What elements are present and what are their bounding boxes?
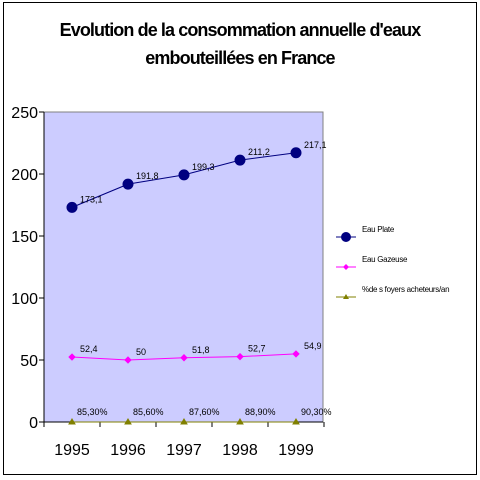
series-0-point — [178, 169, 190, 181]
series-0-data-label: 173,1 — [80, 194, 103, 204]
series-0-point — [122, 178, 134, 190]
series-0-data-label: 191,8 — [136, 171, 159, 181]
series-1-data-label: 52,4 — [80, 344, 98, 354]
y-tick-label: 200 — [11, 167, 38, 184]
y-tick-label: 100 — [11, 291, 38, 308]
y-tick-label: 150 — [11, 229, 38, 246]
legend-label-1: Eau Gazeuse — [362, 255, 408, 264]
x-tick-label: 1998 — [222, 442, 258, 459]
series-2-point — [68, 418, 76, 425]
series-1-point — [68, 353, 76, 361]
series-1-data-label: 50 — [136, 347, 146, 357]
series-1-data-label: 51,8 — [192, 345, 210, 355]
y-tick-label: 250 — [11, 105, 38, 122]
x-tick-label: 1997 — [166, 442, 202, 459]
x-tick-label: 1996 — [110, 442, 146, 459]
series-0-data-label: 217,1 — [304, 140, 327, 150]
chart-title-line-1: Evolution de la consommation annuelle d'… — [59, 20, 422, 40]
legend-marker-0 — [341, 232, 351, 242]
chart-title-line-2: embouteillées en France — [145, 48, 335, 68]
series-1-point — [236, 352, 244, 361]
series-1-data-label: 54,9 — [304, 341, 322, 351]
series-2-point — [124, 418, 132, 425]
x-tick-label: 1999 — [278, 442, 314, 459]
series-2-data-label: 85,30% — [77, 407, 108, 417]
series-0-point — [66, 201, 78, 213]
y-tick-label: 50 — [20, 353, 38, 370]
series-1-data-label: 52,7 — [248, 344, 266, 354]
series-0-point — [290, 147, 302, 159]
x-tick-label: 1995 — [54, 442, 90, 459]
legend-label-0: Eau Plate — [362, 225, 395, 234]
series-2-data-label: 90,30% — [301, 407, 332, 417]
series-2-point — [292, 418, 300, 425]
legend-marker-2 — [343, 294, 349, 299]
series-2-data-label: 85,60% — [133, 407, 164, 417]
series-1-point — [180, 354, 188, 362]
series-0-data-label: 199,3 — [192, 162, 215, 172]
series-1-point — [292, 350, 300, 358]
series-2-point — [236, 418, 244, 425]
plot-area — [43, 111, 324, 423]
series-2-data-label: 88,90% — [245, 407, 276, 417]
series-2-point — [180, 418, 188, 425]
series-0-point — [234, 154, 246, 166]
legend-marker-1 — [343, 264, 349, 270]
legend-label-2: %de s foyers acheteurs/an — [362, 285, 449, 294]
y-tick-label: 0 — [29, 415, 38, 432]
series-0-data-label: 211,2 — [248, 147, 270, 157]
series-2-data-label: 87,60% — [189, 407, 220, 417]
series-1-point — [124, 356, 132, 364]
